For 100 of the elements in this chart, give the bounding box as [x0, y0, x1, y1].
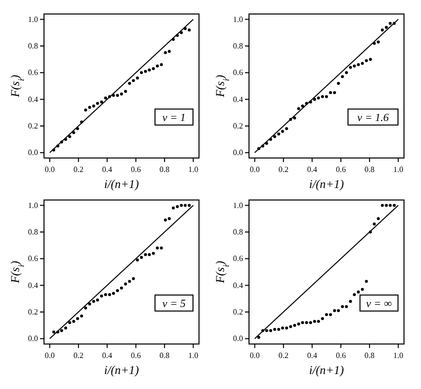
point [120, 286, 123, 290]
point [325, 313, 328, 316]
y-tick-label: 0.2 [28, 308, 38, 317]
y-tick-label: 0.2 [233, 122, 243, 131]
point [297, 322, 300, 326]
point [352, 293, 356, 296]
point [325, 95, 328, 98]
point [273, 328, 276, 331]
point [376, 40, 380, 44]
point [164, 51, 167, 54]
y-tick-label: 0.8 [233, 228, 243, 237]
point [356, 290, 360, 294]
point [281, 130, 284, 133]
point [273, 135, 276, 138]
point [88, 302, 92, 306]
x-tick-label: 0.6 [130, 165, 141, 174]
x-tick-label: 0.8 [364, 351, 375, 360]
x-axis-title: i/(n+1) [309, 177, 344, 191]
x-tick-label: 0.8 [364, 165, 375, 174]
point [92, 104, 96, 108]
point [76, 317, 80, 320]
y-tick-label: 0.8 [28, 42, 38, 51]
annotation: ν = 1 [162, 112, 186, 124]
point [132, 79, 135, 82]
x-tick-label: 0.4 [307, 351, 318, 360]
point [100, 294, 104, 298]
y-tick-label: 0.2 [233, 308, 243, 317]
point [277, 328, 280, 331]
point [257, 336, 260, 339]
point [364, 59, 368, 62]
x-tick-label: 1.0 [393, 165, 404, 174]
point [348, 300, 352, 303]
x-tick-label: 0.4 [307, 165, 318, 174]
point [68, 135, 72, 138]
point [309, 321, 312, 324]
x-tick-label: 0.0 [250, 351, 260, 360]
x-tick-label: 0.6 [130, 351, 141, 360]
point [124, 282, 128, 286]
point [380, 28, 384, 32]
x-tick-label: 0.8 [160, 351, 170, 360]
x-tick-label: 0.0 [250, 165, 260, 174]
y-tick-label: 0.4 [28, 94, 38, 104]
point [96, 102, 100, 105]
point [84, 306, 88, 310]
y-tick-label: 0.4 [233, 94, 243, 104]
point [285, 127, 288, 130]
point [100, 100, 104, 104]
y-tick-label: 1.0 [233, 200, 243, 210]
point [132, 277, 135, 280]
point [380, 204, 384, 207]
point [176, 205, 179, 208]
point [320, 317, 324, 320]
point [180, 31, 183, 34]
y-tick-label: 0.6 [233, 68, 243, 78]
point [112, 292, 115, 295]
point [352, 64, 356, 68]
x-tick-label: 1.0 [188, 351, 198, 360]
point [104, 293, 108, 296]
point [316, 320, 320, 323]
y-tick-label: 0.6 [28, 68, 38, 78]
y-tick-label: 0.0 [233, 148, 243, 158]
x-tick-label: 0.6 [336, 351, 346, 360]
annotation: ν = 5 [162, 298, 186, 310]
point [305, 321, 308, 324]
point [172, 206, 175, 210]
point [269, 329, 272, 332]
point [388, 22, 392, 25]
point [140, 71, 143, 74]
point [152, 252, 155, 255]
y-tick-label: 0.4 [233, 280, 243, 290]
point [293, 116, 296, 120]
point [116, 94, 119, 97]
point [164, 218, 167, 222]
x-tick-label: 0.8 [160, 165, 170, 174]
x-tick-label: 0.4 [102, 351, 112, 360]
point [152, 67, 155, 70]
point [160, 246, 163, 250]
point [128, 82, 132, 85]
point [148, 68, 151, 72]
x-axis-title: i/(n+1) [309, 363, 344, 377]
point [128, 280, 132, 283]
point [368, 58, 372, 61]
point [136, 76, 139, 80]
point [92, 300, 96, 303]
x-tick-label: 0.6 [336, 165, 346, 174]
point [293, 324, 296, 327]
point [356, 63, 360, 66]
y-tick-label: 0.8 [233, 42, 243, 51]
point [64, 326, 68, 330]
point [372, 222, 376, 226]
point [168, 217, 171, 220]
point [120, 92, 123, 96]
point [60, 329, 64, 332]
point [52, 330, 56, 334]
point [301, 321, 304, 324]
point [108, 293, 112, 296]
point [384, 204, 388, 207]
point [104, 96, 108, 100]
y-tick-label: 0.0 [28, 334, 38, 344]
y-tick-label: 0.6 [28, 254, 38, 264]
